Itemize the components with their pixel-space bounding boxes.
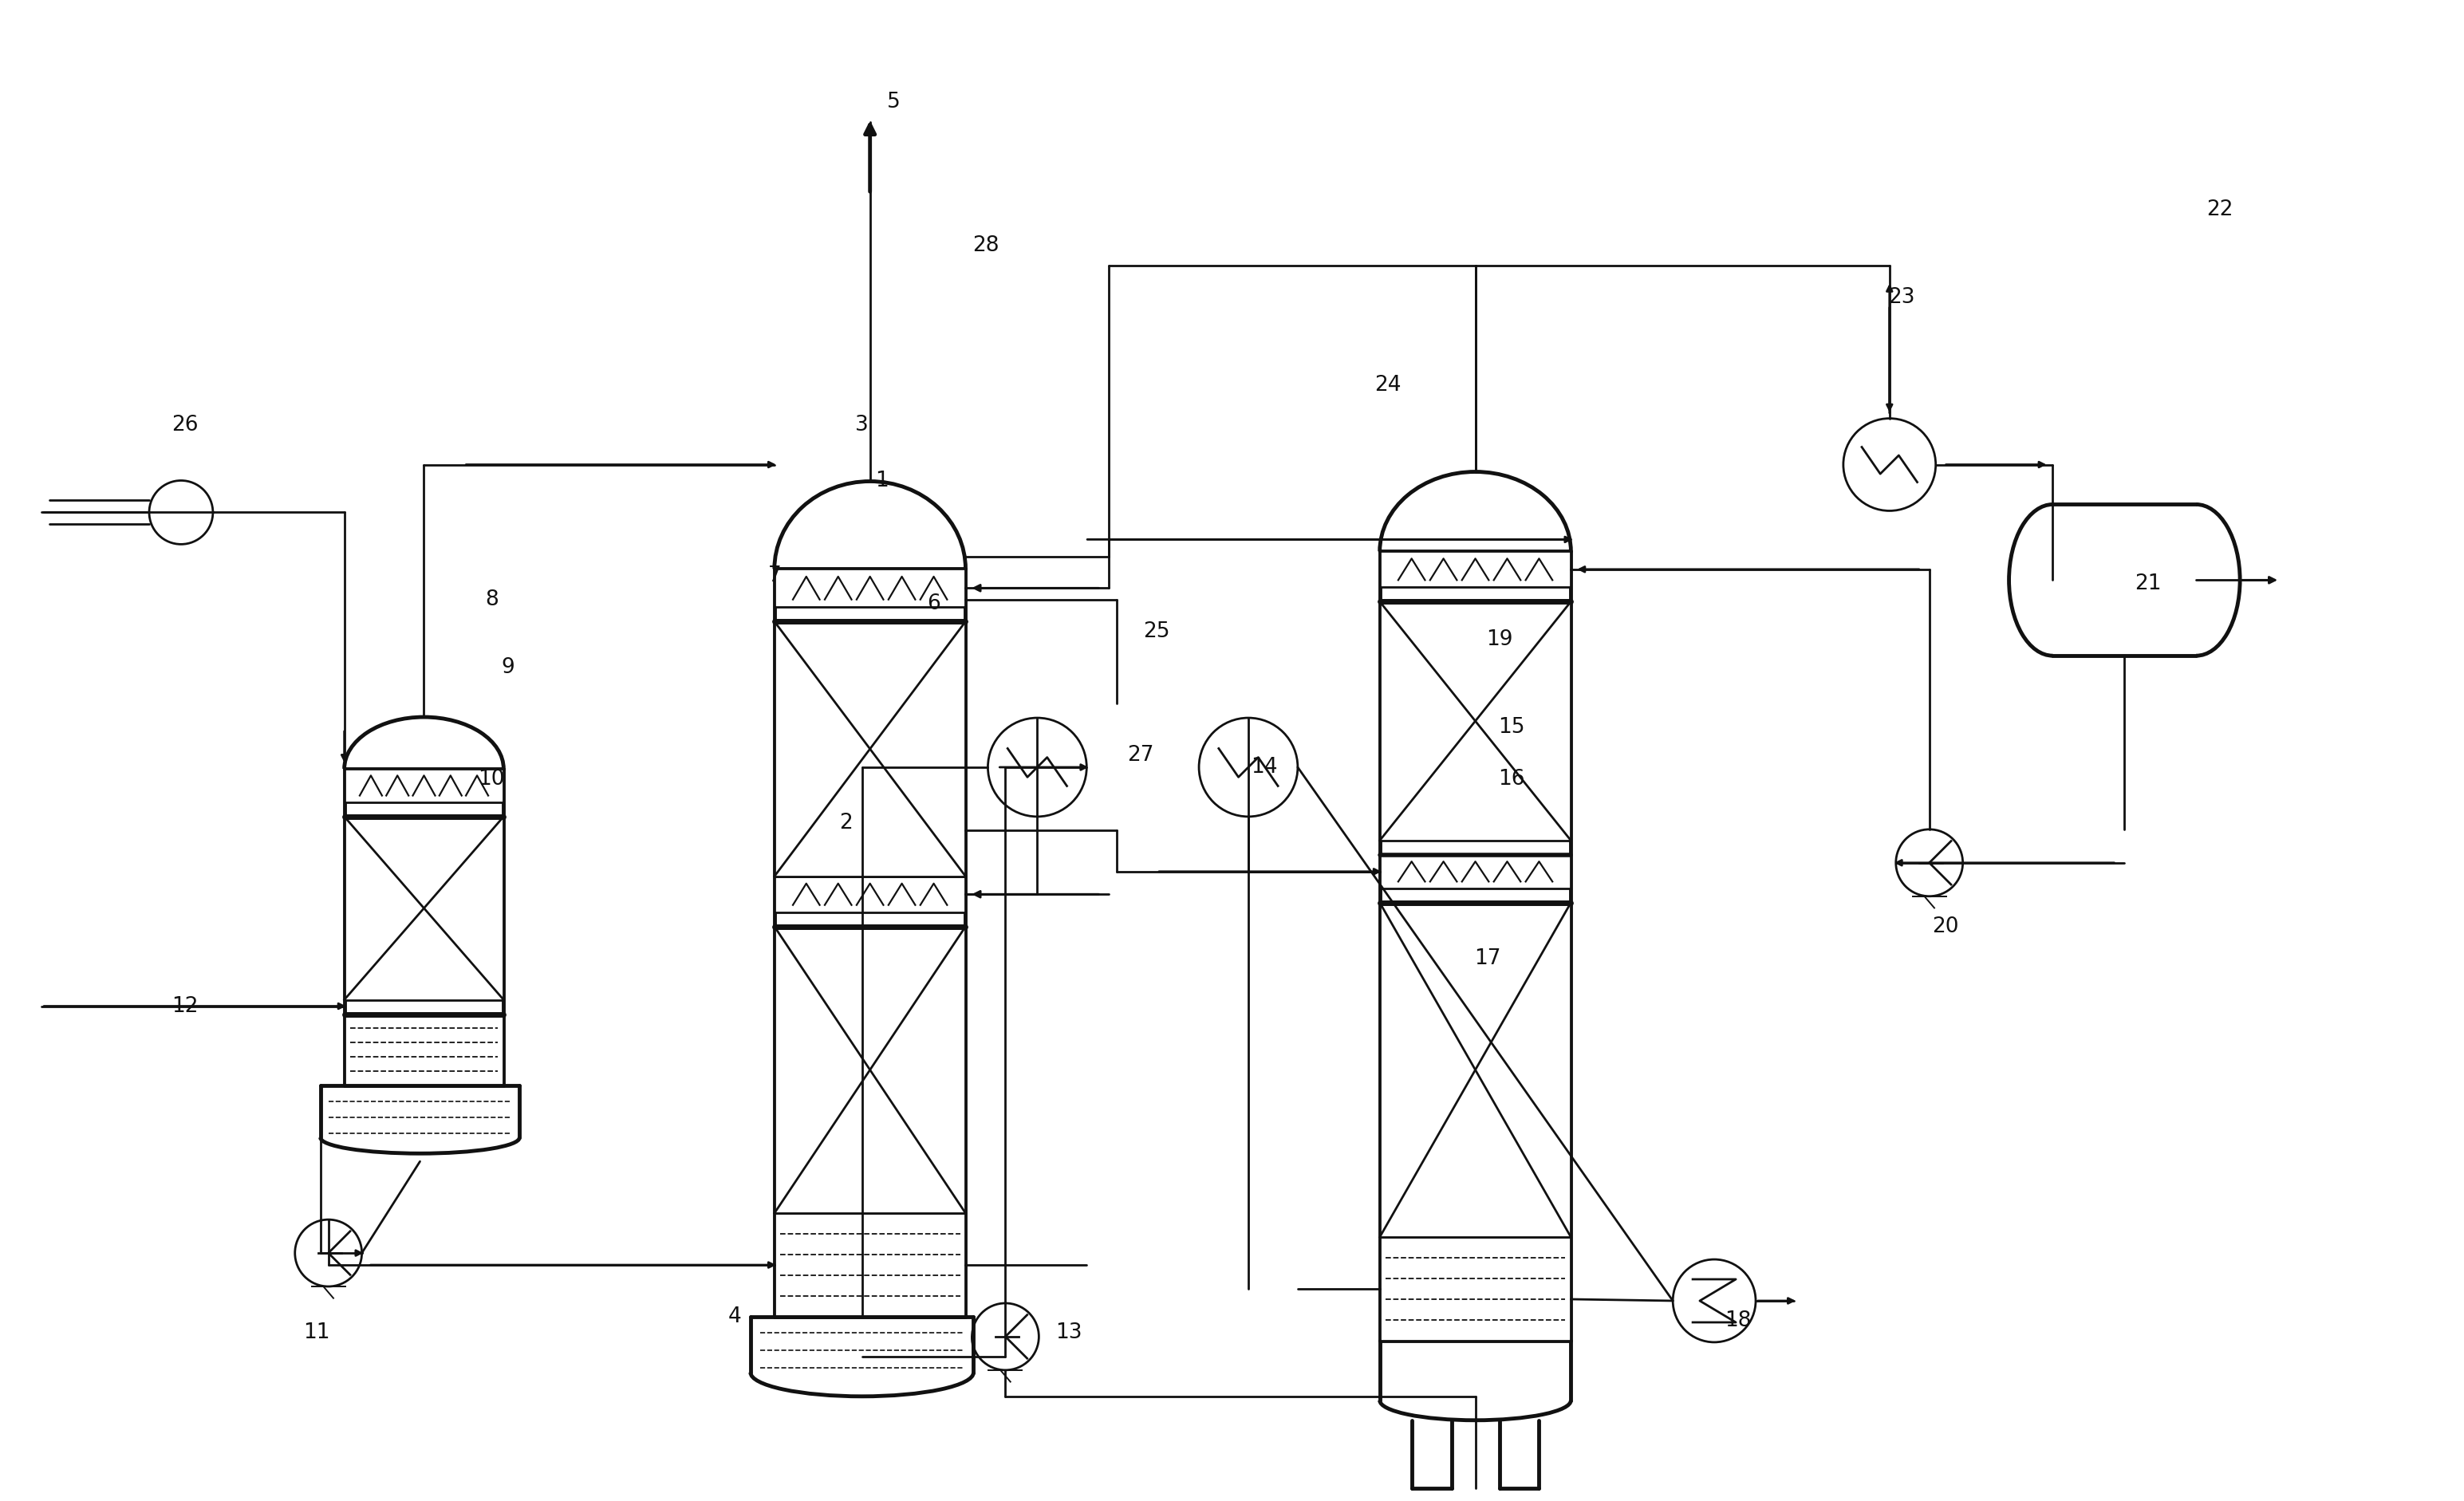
Text: 19: 19 bbox=[1486, 629, 1513, 650]
Text: 8: 8 bbox=[485, 590, 498, 611]
Text: 22: 22 bbox=[2208, 200, 2232, 221]
Text: 25: 25 bbox=[1143, 621, 1170, 642]
Bar bbox=[1380, 551, 1572, 587]
Text: 6: 6 bbox=[926, 593, 941, 614]
Bar bbox=[774, 926, 966, 1213]
Bar bbox=[1380, 602, 1572, 841]
Text: 28: 28 bbox=[973, 236, 998, 257]
Bar bbox=[774, 1213, 966, 1316]
Bar bbox=[345, 817, 503, 1000]
Text: 2: 2 bbox=[840, 812, 853, 833]
Text: 3: 3 bbox=[855, 414, 870, 435]
Bar bbox=[774, 621, 966, 877]
Bar bbox=[774, 877, 966, 913]
Bar bbox=[774, 569, 966, 606]
Text: 12: 12 bbox=[172, 995, 200, 1016]
Text: 4: 4 bbox=[727, 1306, 742, 1327]
Text: 20: 20 bbox=[1932, 916, 1959, 937]
Text: 15: 15 bbox=[1498, 717, 1525, 738]
Text: 13: 13 bbox=[1055, 1322, 1082, 1343]
Bar bbox=[1380, 856, 1572, 889]
Text: 21: 21 bbox=[2134, 573, 2161, 594]
Text: 1: 1 bbox=[875, 470, 890, 491]
Bar bbox=[345, 769, 503, 802]
Text: 24: 24 bbox=[1375, 375, 1402, 395]
Bar bbox=[1380, 1237, 1572, 1340]
Text: 27: 27 bbox=[1129, 744, 1153, 766]
Text: 10: 10 bbox=[478, 769, 505, 790]
Text: 16: 16 bbox=[1498, 769, 1525, 790]
Text: 11: 11 bbox=[303, 1322, 330, 1343]
Text: 18: 18 bbox=[1725, 1310, 1752, 1331]
Text: 17: 17 bbox=[1473, 949, 1501, 968]
Text: 14: 14 bbox=[1252, 757, 1279, 778]
Text: 23: 23 bbox=[1887, 287, 1915, 308]
Text: 26: 26 bbox=[172, 414, 200, 435]
Bar bbox=[1380, 902, 1572, 1237]
Text: 9: 9 bbox=[500, 657, 515, 678]
Text: 7: 7 bbox=[769, 566, 781, 587]
Text: 5: 5 bbox=[887, 92, 899, 113]
Bar bbox=[345, 1015, 503, 1085]
